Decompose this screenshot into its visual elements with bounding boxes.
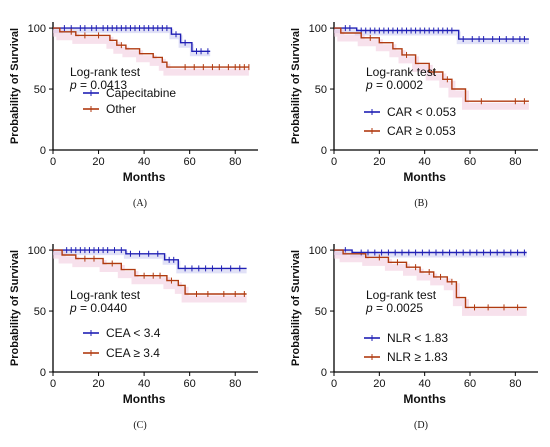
y-axis-label: Probability of Survival [9, 250, 21, 366]
panel-label: (C) [133, 420, 146, 431]
confidence-band-red [53, 251, 247, 303]
legend-label: CAR ≥ 0.053 [387, 124, 456, 138]
y-tick-label: 0 [40, 145, 46, 157]
p-symbol: p [365, 78, 376, 92]
y-axis-label: Probability of Survival [290, 28, 302, 144]
p-value: = 0.0002 [376, 78, 423, 92]
x-tick-label: 60 [464, 156, 476, 168]
y-tick-label: 100 [28, 245, 46, 257]
y-tick-label: 50 [315, 84, 327, 96]
y-tick-label: 0 [321, 145, 327, 157]
logrank-test-label: Log-rank test [70, 65, 141, 79]
y-axis-label: Probability of Survival [9, 28, 21, 144]
y-tick-label: 50 [315, 306, 327, 318]
y-tick-label: 50 [34, 306, 46, 318]
km-panel-4: 0 20 40 60 80 0 50 100 Months Probability of Surv… [290, 244, 538, 431]
x-tick-label: 20 [92, 378, 104, 390]
km-panel-2: 0 20 40 60 80 0 50 100 Months Probability of Surv… [290, 22, 538, 209]
survival-curve-red [334, 27, 529, 102]
survival-curve-red [334, 249, 527, 309]
confidence-band-red [53, 29, 249, 76]
confidence-band-red [334, 251, 527, 316]
p-value-label: p = 0.0025 [365, 301, 423, 315]
logrank-test-label: Log-rank test [366, 288, 437, 302]
x-tick-label: 80 [229, 156, 241, 168]
x-tick-label: 40 [419, 378, 431, 390]
p-value-label: p = 0.0440 [69, 301, 127, 315]
panel-label: (D) [414, 420, 428, 431]
logrank-test-label: Log-rank test [366, 65, 437, 79]
confidence-band-blue [334, 29, 529, 45]
survival-curve-blue [53, 27, 211, 52]
logrank-test-label: Log-rank test [70, 288, 141, 302]
p-value-label: p = 0.0002 [365, 78, 423, 92]
y-axis-label: Probability of Survival [290, 250, 302, 366]
x-axis-label: Months [123, 170, 166, 184]
legend-label: CEA < 3.4 [106, 326, 161, 340]
survival-curve-blue [334, 27, 529, 40]
x-tick-label: 20 [92, 156, 104, 168]
x-tick-label: 80 [229, 378, 241, 390]
legend-label: NLR < 1.83 [387, 331, 448, 345]
legend-label: CAR < 0.053 [387, 105, 456, 119]
y-tick-label: 0 [321, 367, 327, 379]
x-tick-label: 20 [373, 378, 385, 390]
x-axis-label: Months [123, 392, 166, 406]
survival-curve-blue [334, 249, 527, 254]
p-value: = 0.0025 [376, 301, 423, 315]
survival-curve-red [53, 27, 249, 68]
x-tick-label: 60 [464, 378, 476, 390]
y-tick-label: 50 [34, 84, 46, 96]
panel-label: (A) [133, 198, 147, 209]
km-panel-3: 0 20 40 60 80 0 50 100 Months Probability of Surv… [9, 244, 258, 431]
x-tick-label: 60 [184, 156, 196, 168]
y-tick-label: 100 [309, 245, 327, 257]
p-value-label: p = 0.0413 [69, 78, 127, 92]
p-symbol: p [69, 78, 80, 92]
x-tick-label: 80 [509, 378, 521, 390]
x-tick-label: 0 [50, 156, 56, 168]
legend-label: Other [106, 102, 136, 116]
x-tick-label: 40 [138, 156, 150, 168]
x-axis-label: Months [403, 170, 446, 184]
y-tick-label: 100 [309, 23, 327, 35]
survival-curve-blue [53, 249, 247, 270]
x-tick-label: 40 [138, 378, 150, 390]
legend-label: CEA ≥ 3.4 [106, 346, 160, 360]
panel-label: (B) [414, 198, 427, 209]
x-tick-label: 20 [373, 156, 385, 168]
survival-curve-red [53, 249, 247, 295]
x-tick-label: 0 [50, 378, 56, 390]
x-tick-label: 40 [419, 156, 431, 168]
legend-label: Capecitabine [106, 86, 176, 100]
x-axis-label: Months [403, 392, 446, 406]
y-tick-label: 100 [28, 23, 46, 35]
y-tick-label: 0 [40, 367, 46, 379]
x-tick-label: 80 [509, 156, 521, 168]
p-symbol: p [365, 301, 376, 315]
p-symbol: p [69, 301, 80, 315]
km-panel-1: 0 20 40 60 80 0 50 100 Months Probability of Surv… [9, 22, 258, 209]
p-value: = 0.0413 [80, 78, 127, 92]
legend-label: NLR ≥ 1.83 [387, 350, 448, 364]
x-tick-label: 0 [331, 156, 337, 168]
x-tick-label: 0 [331, 378, 337, 390]
x-tick-label: 60 [184, 378, 196, 390]
p-value: = 0.0440 [80, 301, 127, 315]
